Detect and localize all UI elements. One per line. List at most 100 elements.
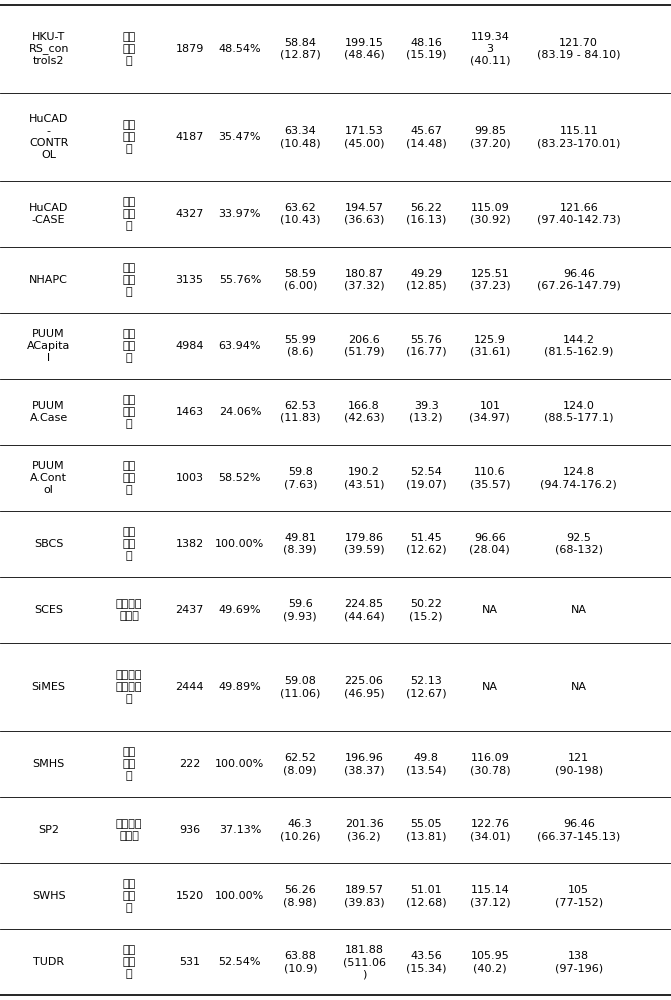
Text: 56.26
(8.98): 56.26 (8.98): [283, 885, 317, 907]
Text: 33.97%: 33.97%: [219, 209, 261, 219]
Text: 100.00%: 100.00%: [215, 759, 264, 769]
Text: 63.34
(10.48): 63.34 (10.48): [280, 126, 321, 148]
Text: 中国
大陆
人: 中国 大陆 人: [123, 329, 136, 363]
Text: 1003: 1003: [176, 473, 203, 483]
Text: 51.01
(12.68): 51.01 (12.68): [406, 885, 446, 907]
Text: 1520: 1520: [176, 891, 203, 901]
Text: 119.34
3
(40.11): 119.34 3 (40.11): [470, 32, 510, 66]
Text: 59.8
(7.63): 59.8 (7.63): [284, 467, 317, 489]
Text: 51.45
(12.62): 51.45 (12.62): [406, 533, 446, 555]
Text: 1382: 1382: [175, 539, 204, 549]
Text: 4187: 4187: [175, 132, 204, 142]
Text: 115.14
(37.12): 115.14 (37.12): [470, 885, 510, 907]
Text: 125.9
(31.61): 125.9 (31.61): [470, 335, 510, 357]
Text: 115.09
(30.92): 115.09 (30.92): [470, 203, 510, 225]
Text: PUUM
A.Case: PUUM A.Case: [30, 401, 68, 423]
Text: 201.36
(36.2): 201.36 (36.2): [345, 819, 383, 841]
Text: 49.29
(12.85): 49.29 (12.85): [406, 269, 446, 291]
Text: NA: NA: [482, 682, 498, 692]
Text: 62.53
(11.83): 62.53 (11.83): [280, 401, 321, 423]
Text: 196.96
(38.37): 196.96 (38.37): [344, 753, 384, 775]
Text: 中国
大陆
人: 中国 大陆 人: [123, 197, 136, 231]
Text: 63.62
(10.43): 63.62 (10.43): [280, 203, 321, 225]
Text: 105.95
(40.2): 105.95 (40.2): [470, 951, 509, 973]
Text: NHAPC: NHAPC: [30, 275, 68, 285]
Text: 58.84
(12.87): 58.84 (12.87): [280, 38, 321, 60]
Text: 62.52
(8.09): 62.52 (8.09): [283, 753, 317, 775]
Text: 中国
大陆
人: 中国 大陆 人: [123, 263, 136, 297]
Text: 45.67
(14.48): 45.67 (14.48): [406, 126, 446, 148]
Text: 39.3
(13.2): 39.3 (13.2): [409, 401, 443, 423]
Text: 96.66
(28.04): 96.66 (28.04): [470, 533, 510, 555]
Text: 中国
大陆
人: 中国 大陆 人: [123, 879, 136, 913]
Text: SP2: SP2: [38, 825, 59, 835]
Text: 121
(90-198): 121 (90-198): [555, 753, 603, 775]
Text: SBCS: SBCS: [34, 539, 63, 549]
Text: 96.46
(66.37-145.13): 96.46 (66.37-145.13): [537, 819, 621, 841]
Text: HuCAD
-CASE: HuCAD -CASE: [29, 203, 68, 225]
Text: PUUM
A.Cont
ol: PUUM A.Cont ol: [30, 461, 67, 495]
Text: 35.47%: 35.47%: [219, 132, 261, 142]
Text: 中国
大陆
人: 中国 大陆 人: [123, 747, 136, 781]
Text: 63.94%: 63.94%: [219, 341, 261, 351]
Text: 1463: 1463: [176, 407, 203, 417]
Text: 96.46
(67.26-147.79): 96.46 (67.26-147.79): [537, 269, 621, 291]
Text: 63.88
(10.9): 63.88 (10.9): [284, 951, 317, 973]
Text: 58.59
(6.00): 58.59 (6.00): [284, 269, 317, 291]
Text: 49.69%: 49.69%: [219, 605, 261, 615]
Text: PUUM
ACapita
l: PUUM ACapita l: [27, 329, 70, 363]
Text: 100.00%: 100.00%: [215, 539, 264, 549]
Text: 99.85
(37.20): 99.85 (37.20): [470, 126, 510, 148]
Text: 190.2
(43.51): 190.2 (43.51): [344, 467, 384, 489]
Text: 189.57
(39.83): 189.57 (39.83): [344, 885, 384, 907]
Text: 52.13
(12.67): 52.13 (12.67): [406, 676, 446, 698]
Text: 138
(97-196): 138 (97-196): [555, 951, 603, 973]
Text: NA: NA: [571, 682, 586, 692]
Text: 110.6
(35.57): 110.6 (35.57): [470, 467, 510, 489]
Text: 50.22
(15.2): 50.22 (15.2): [409, 599, 443, 621]
Text: 92.5
(68-132): 92.5 (68-132): [555, 533, 603, 555]
Text: 49.81
(8.39): 49.81 (8.39): [283, 533, 317, 555]
Text: 224.85
(44.64): 224.85 (44.64): [344, 599, 384, 621]
Text: 2437: 2437: [175, 605, 204, 615]
Text: 中国
大陆
人: 中国 大陆 人: [123, 395, 136, 429]
Text: 55.99
(8.6): 55.99 (8.6): [285, 335, 316, 357]
Text: 48.16
(15.19): 48.16 (15.19): [406, 38, 446, 60]
Text: 46.3
(10.26): 46.3 (10.26): [280, 819, 321, 841]
Text: 4327: 4327: [175, 209, 204, 219]
Text: TUDR: TUDR: [33, 957, 64, 967]
Text: 122.76
(34.01): 122.76 (34.01): [470, 819, 510, 841]
Text: 121.66
(97.40-142.73): 121.66 (97.40-142.73): [537, 203, 621, 225]
Text: 52.54
(19.07): 52.54 (19.07): [406, 467, 446, 489]
Text: 199.15
(48.46): 199.15 (48.46): [344, 38, 384, 60]
Text: 124.8
(94.74-176.2): 124.8 (94.74-176.2): [540, 467, 617, 489]
Text: 225.06
(46.95): 225.06 (46.95): [344, 676, 384, 698]
Text: 101
(34.97): 101 (34.97): [470, 401, 510, 423]
Text: SMHS: SMHS: [32, 759, 65, 769]
Text: 52.54%: 52.54%: [219, 957, 261, 967]
Text: 100.00%: 100.00%: [215, 891, 264, 901]
Text: 新加坡籍
马来西亚
人: 新加坡籍 马来西亚 人: [116, 670, 142, 704]
Text: 4984: 4984: [175, 341, 204, 351]
Text: 105
(77-152): 105 (77-152): [555, 885, 603, 907]
Text: 49.8
(13.54): 49.8 (13.54): [406, 753, 446, 775]
Text: 115.11
(83.23-170.01): 115.11 (83.23-170.01): [537, 126, 621, 148]
Text: 124.0
(88.5-177.1): 124.0 (88.5-177.1): [544, 401, 613, 423]
Text: 531: 531: [179, 957, 200, 967]
Text: 58.52%: 58.52%: [219, 473, 261, 483]
Text: SCES: SCES: [34, 605, 63, 615]
Text: 中国
台湾
人: 中国 台湾 人: [123, 945, 136, 979]
Text: 新加坡籍
华裔人: 新加坡籍 华裔人: [116, 599, 142, 621]
Text: 中国
大陆
人: 中国 大陆 人: [123, 527, 136, 561]
Text: 43.56
(15.34): 43.56 (15.34): [406, 951, 446, 973]
Text: 24.06%: 24.06%: [219, 407, 261, 417]
Text: SiMES: SiMES: [32, 682, 66, 692]
Text: 116.09
(30.78): 116.09 (30.78): [470, 753, 510, 775]
Text: 180.87
(37.32): 180.87 (37.32): [344, 269, 384, 291]
Text: 144.2
(81.5-162.9): 144.2 (81.5-162.9): [544, 335, 613, 357]
Text: 181.88
(511.06
): 181.88 (511.06 ): [342, 945, 386, 979]
Text: 166.8
(42.63): 166.8 (42.63): [344, 401, 384, 423]
Text: 179.86
(39.59): 179.86 (39.59): [344, 533, 384, 555]
Text: SWHS: SWHS: [32, 891, 66, 901]
Text: 222: 222: [179, 759, 200, 769]
